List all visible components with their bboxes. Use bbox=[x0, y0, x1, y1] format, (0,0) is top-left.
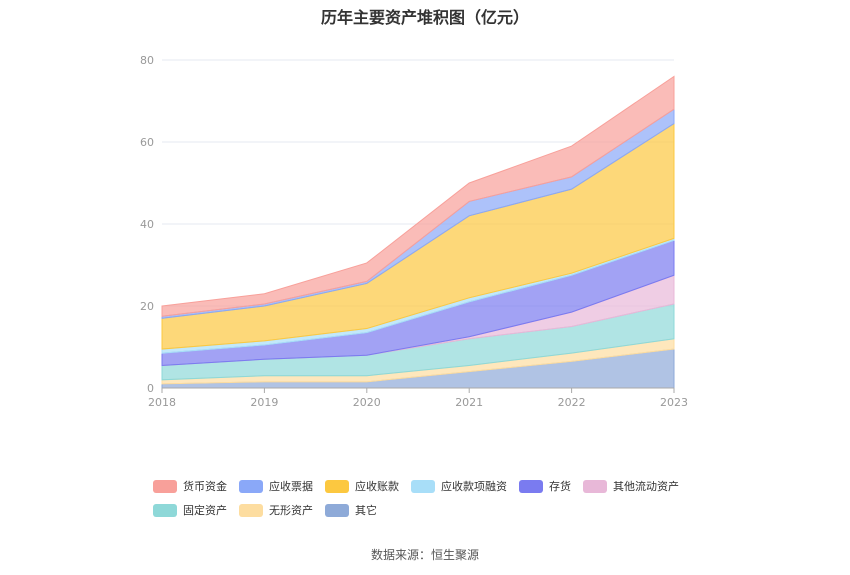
legend-item[interactable]: 存货 bbox=[519, 478, 571, 494]
legend-swatch bbox=[239, 479, 263, 493]
legend-label: 其它 bbox=[355, 504, 377, 517]
legend-item[interactable]: 其他流动资产 bbox=[583, 478, 679, 494]
stacked-area-chart: 0 20 40 60 80 2018 2019 2020 2021 2022 2023 bbox=[140, 54, 688, 409]
legend-label: 其他流动资产 bbox=[613, 480, 679, 493]
legend-label: 无形资产 bbox=[269, 504, 313, 517]
axis-layer: 0 20 40 60 80 2018 2019 2020 2021 2022 2023 bbox=[140, 54, 688, 409]
legend-label: 应收票据 bbox=[269, 480, 313, 493]
legend-swatch bbox=[239, 503, 263, 517]
legend-swatch bbox=[153, 503, 177, 517]
legend-item[interactable]: 货币资金 bbox=[153, 478, 227, 494]
area-layer bbox=[161, 75, 675, 389]
legend-swatch bbox=[519, 479, 543, 493]
legend-item[interactable]: 应收账款 bbox=[325, 478, 399, 494]
legend-swatch bbox=[325, 479, 349, 493]
legend-item[interactable]: 固定资产 bbox=[153, 502, 227, 518]
y-tick-label: 20 bbox=[140, 300, 154, 313]
x-tick-label: 2019 bbox=[250, 396, 278, 409]
y-tick-label: 80 bbox=[140, 54, 154, 67]
legend-swatch bbox=[325, 503, 349, 517]
legend-item[interactable]: 无形资产 bbox=[239, 502, 313, 518]
x-tick-label: 2022 bbox=[558, 396, 586, 409]
y-tick-label: 40 bbox=[140, 218, 154, 231]
legend-label: 存货 bbox=[549, 480, 571, 493]
x-tick-label: 2023 bbox=[660, 396, 688, 409]
area-series-8 bbox=[161, 75, 675, 317]
legend-swatch bbox=[583, 479, 607, 493]
legend-swatch bbox=[153, 479, 177, 493]
legend: 货币资金 应收票据 应收账款 应收款项融资 存货 其他流动资产 固定资产 无形资产 其它 bbox=[153, 474, 753, 522]
x-tick-label: 2018 bbox=[148, 396, 176, 409]
legend-label: 货币资金 bbox=[183, 480, 227, 493]
chart-title: 历年主要资产堆积图（亿元） bbox=[320, 8, 529, 27]
legend-row: 货币资金 应收票据 应收账款 应收款项融资 存货 其他流动资产 bbox=[153, 474, 753, 498]
x-tick-label: 2020 bbox=[353, 396, 381, 409]
source-note: 数据来源：恒生聚源 bbox=[370, 548, 479, 562]
legend-row: 固定资产 无形资产 其它 bbox=[153, 498, 753, 522]
legend-label: 应收款项融资 bbox=[441, 480, 507, 493]
legend-item[interactable]: 应收票据 bbox=[239, 478, 313, 494]
legend-label: 固定资产 bbox=[183, 504, 227, 517]
y-tick-label: 0 bbox=[147, 382, 154, 395]
legend-item[interactable]: 应收款项融资 bbox=[411, 478, 507, 494]
x-tick-label: 2021 bbox=[455, 396, 483, 409]
legend-item[interactable]: 其它 bbox=[325, 502, 377, 518]
y-tick-label: 60 bbox=[140, 136, 154, 149]
legend-label: 应收账款 bbox=[355, 480, 399, 493]
legend-swatch bbox=[411, 479, 435, 493]
